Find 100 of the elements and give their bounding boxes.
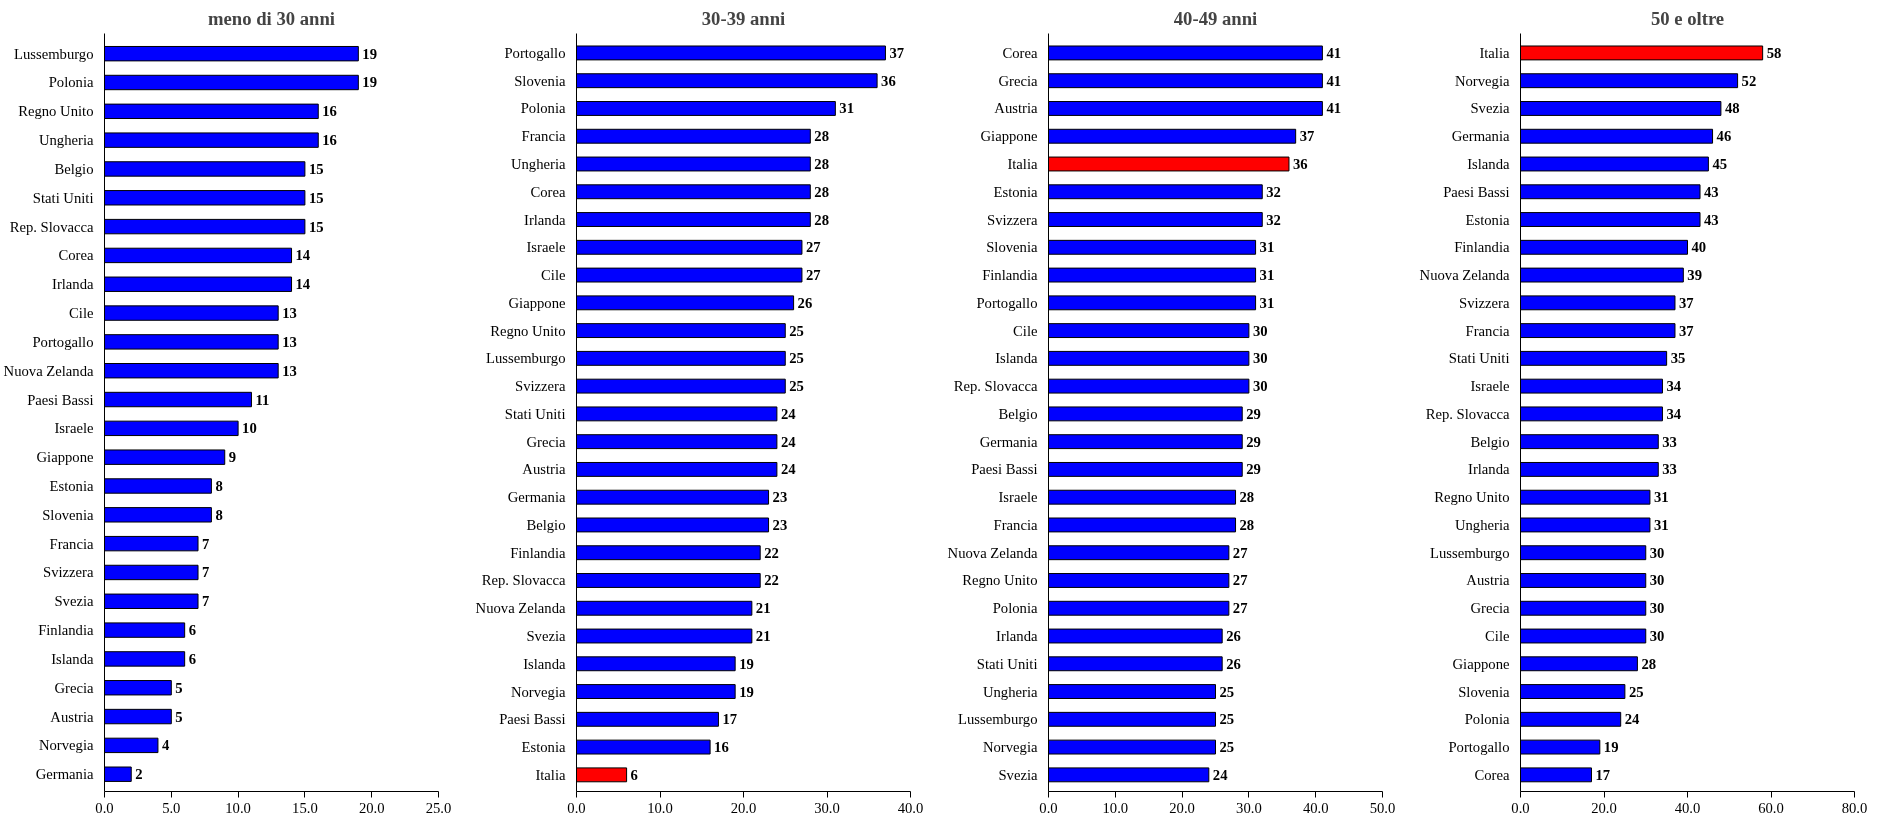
data-label: 16	[322, 132, 337, 149]
data-label: 23	[772, 489, 788, 506]
x-tick-label: 20.0	[1169, 799, 1195, 816]
data-label: 24	[780, 405, 797, 422]
x-tick-label: 0.0	[567, 799, 586, 816]
y-tick-label: Italia	[535, 766, 566, 783]
data-label: 24	[780, 433, 797, 450]
data-label: 31	[1259, 239, 1275, 256]
y-tick-label: Corea	[1002, 44, 1038, 61]
y-tick-label: Corea	[58, 247, 94, 264]
y-tick-label: Stati Uniti	[504, 405, 566, 422]
y-tick-label: Slovenia	[1458, 683, 1510, 700]
data-label: 17	[722, 711, 738, 728]
y-tick-label: Estonia	[521, 739, 566, 756]
y-tick-label: Nuova Zelanda	[3, 362, 94, 379]
y-tick-label: Finlandia	[1454, 239, 1510, 256]
y-tick-label: Giappone	[980, 128, 1038, 145]
data-label: 5	[175, 679, 183, 696]
y-tick-label: Norvegia	[510, 683, 566, 700]
data-label: 28	[814, 183, 829, 200]
data-label: 24	[1212, 766, 1229, 783]
y-tick-label: Estonia	[993, 183, 1038, 200]
y-tick-label: Norvegia	[1454, 72, 1510, 89]
y-tick-label: Austria	[50, 708, 94, 725]
y-tick-label: Cile	[1013, 322, 1038, 339]
y-tick-label: Slovenia	[514, 72, 566, 89]
data-label: 28	[814, 128, 829, 145]
data-label: 43	[1704, 211, 1719, 228]
y-tick-label: Austria	[994, 100, 1038, 117]
data-label: 25	[789, 350, 804, 367]
y-tick-label: Estonia	[1465, 211, 1510, 228]
data-label: 14	[295, 276, 311, 293]
data-label: 26	[1226, 628, 1241, 645]
y-tick-label: Islanda	[523, 655, 566, 672]
data-label: 29	[1246, 433, 1261, 450]
data-label: 15	[308, 189, 324, 206]
data-label: 13	[282, 333, 297, 350]
x-tick-label: 40.0	[1674, 799, 1701, 816]
y-tick-label: Belgio	[1470, 433, 1510, 450]
y-tick-label: Norvegia	[38, 737, 94, 754]
y-tick-label: Israele	[54, 420, 94, 437]
y-tick-label: Regno Unito	[18, 103, 94, 120]
x-tick-label: 40.0	[897, 799, 924, 816]
data-label: 26	[1226, 655, 1241, 672]
data-label: 25	[789, 322, 804, 339]
data-label: 28	[814, 211, 829, 228]
x-tick-label: 0.0	[95, 799, 114, 816]
y-tick-label: Finlandia	[38, 622, 94, 639]
data-label: 32	[1266, 211, 1281, 228]
y-tick-label: Nuova Zelanda	[475, 600, 566, 617]
data-label: 33	[1662, 433, 1677, 450]
data-label: 27	[1232, 544, 1248, 561]
data-label: 45	[1712, 156, 1728, 172]
y-tick-label: Grecia	[1470, 600, 1510, 617]
y-tick-label: Germania	[1451, 128, 1510, 145]
y-tick-label: Paesi Bassi	[971, 461, 1038, 478]
chart-title: 40-49 anni	[1173, 7, 1258, 29]
y-tick-label: Paesi Bassi	[1443, 183, 1510, 200]
y-tick-label: Stati Uniti	[32, 189, 94, 206]
data-label: 43	[1704, 183, 1719, 200]
data-label: 25	[1628, 683, 1644, 700]
y-tick-label: Portogallo	[504, 44, 566, 61]
y-tick-label: Ungheria	[1454, 516, 1510, 533]
y-tick-label: Rep. Slovacca	[1425, 405, 1510, 422]
x-tick-label: 0.0	[1039, 799, 1058, 816]
y-tick-label: Finlandia	[982, 267, 1038, 284]
x-tick-label: 0.0	[1511, 799, 1530, 816]
y-tick-label: Francia	[1465, 322, 1510, 339]
data-label: 31	[1259, 267, 1275, 284]
data-label: 36	[881, 72, 896, 89]
y-tick-label: Svizzera	[987, 211, 1038, 228]
y-tick-label: Israele	[998, 489, 1038, 506]
y-tick-label: Portogallo	[1448, 739, 1510, 756]
y-tick-label: Svizzera	[515, 378, 566, 395]
data-label: 6	[188, 622, 196, 639]
y-tick-label: Grecia	[526, 433, 566, 450]
x-tick-label: 10.0	[1102, 799, 1129, 816]
y-tick-label: Ungheria	[510, 156, 566, 172]
data-label: 24	[780, 461, 797, 478]
data-label: 16	[714, 739, 729, 756]
y-tick-label: Grecia	[998, 72, 1038, 89]
data-label: 19	[1603, 739, 1619, 756]
y-tick-label: Portogallo	[32, 333, 94, 350]
data-label: 11	[255, 391, 270, 408]
data-label: 30	[1252, 322, 1268, 339]
data-label: 30	[1649, 628, 1665, 645]
y-tick-label: Germania	[35, 766, 94, 783]
y-tick-label: Israele	[526, 239, 566, 256]
y-tick-label: Svezia	[54, 593, 94, 610]
data-label: 19	[362, 45, 377, 62]
y-tick-label: Svezia	[526, 628, 566, 645]
y-tick-label: Svizzera	[1459, 294, 1510, 311]
data-label: 33	[1662, 461, 1677, 478]
data-label: 7	[202, 564, 210, 581]
y-tick-label: Giappone	[1452, 655, 1510, 672]
data-label: 19	[739, 655, 754, 672]
y-tick-label: Estonia	[49, 477, 94, 494]
data-label: 37	[1678, 294, 1694, 311]
data-label: 25	[1219, 739, 1235, 756]
y-tick-label: Svezia	[998, 766, 1038, 783]
